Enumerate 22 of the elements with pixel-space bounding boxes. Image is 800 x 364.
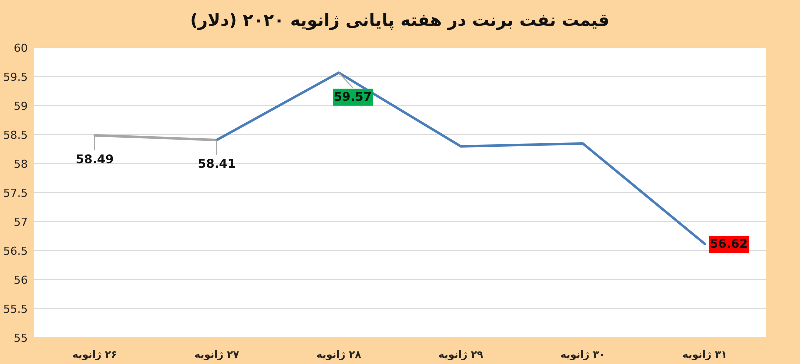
y-tick-label: 60 [14, 42, 28, 55]
y-tick-label: 58 [14, 158, 28, 171]
x-tick-label: ۳۰ ژانویه [560, 350, 606, 361]
y-tick-label: 55.5 [4, 303, 28, 316]
y-tick-label: 59.5 [4, 71, 28, 84]
data-label: 56.62 [710, 237, 748, 252]
y-tick-label: 57.5 [4, 187, 28, 200]
y-tick-label: 58.5 [4, 129, 28, 142]
x-tick-label: ۲۹ ژانویه [438, 350, 484, 361]
y-tick-label: 55 [14, 332, 28, 345]
x-tick-label: ۳۱ ژانویه [682, 350, 728, 361]
x-tick-label: ۲۶ ژانویه [72, 350, 118, 361]
y-tick-label: 57 [14, 216, 28, 229]
y-tick-label: 56.5 [4, 245, 28, 258]
data-label: 58.49 [76, 152, 114, 167]
x-tick-label: ۲۸ ژانویه [316, 350, 362, 361]
y-tick-label: 56 [14, 274, 28, 287]
data-label: 59.57 [334, 90, 372, 104]
data-label: 58.41 [198, 157, 236, 172]
chart-title: قیمت نفت برنت در هفته پایانی ژانویه ۲۰۲۰ (دلار) [190, 11, 610, 31]
y-tick-label: 59 [14, 100, 28, 113]
x-tick-label: ۲۷ ژانویه [194, 350, 240, 361]
